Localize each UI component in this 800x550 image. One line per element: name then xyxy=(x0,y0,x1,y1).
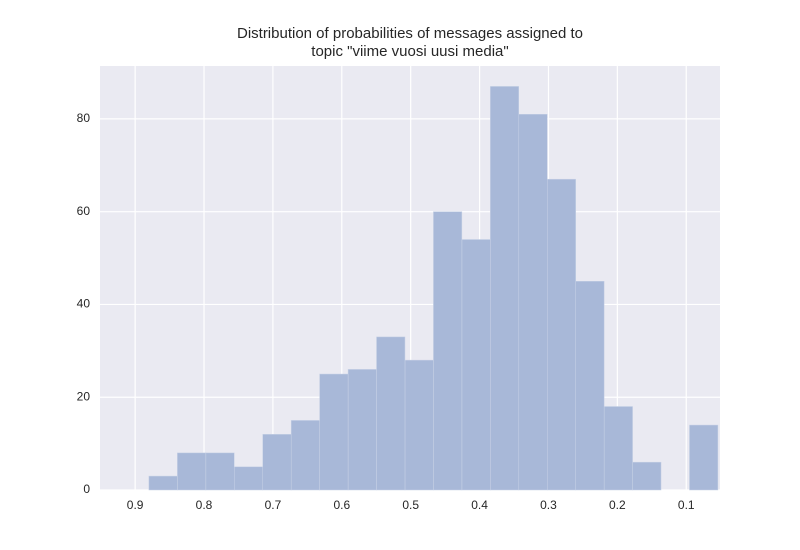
chart-title: Distribution of probabilities of message… xyxy=(237,25,583,42)
bar xyxy=(546,178,576,491)
bar xyxy=(205,452,235,491)
bar xyxy=(319,373,349,491)
bar xyxy=(490,86,520,491)
x-tick-label: 0.6 xyxy=(333,498,350,512)
x-tick-label: 0.1 xyxy=(678,498,695,512)
bar xyxy=(347,369,377,491)
y-tick-label: 40 xyxy=(77,297,91,311)
bar xyxy=(262,434,292,491)
bar xyxy=(290,420,320,491)
x-tick-label: 0.9 xyxy=(127,498,144,512)
bar xyxy=(461,239,491,491)
x-tick-label: 0.7 xyxy=(265,498,282,512)
x-tick-label: 0.4 xyxy=(471,498,488,512)
bar xyxy=(177,452,207,491)
x-tick-label: 0.8 xyxy=(196,498,213,512)
x-tick-label: 0.3 xyxy=(540,498,557,512)
bar xyxy=(433,211,463,491)
y-tick-label: 0 xyxy=(83,482,90,496)
y-tick-label: 20 xyxy=(77,389,91,403)
bar xyxy=(518,113,548,491)
x-tick-label: 0.5 xyxy=(402,498,419,512)
bar xyxy=(404,359,434,491)
bar xyxy=(575,280,605,491)
chart-title: topic "viime vuosi uusi media" xyxy=(311,43,508,60)
bar xyxy=(234,466,263,491)
x-tick-label: 0.2 xyxy=(609,498,626,512)
bar xyxy=(603,406,633,491)
bar xyxy=(689,424,719,491)
y-tick-label: 60 xyxy=(77,204,91,218)
bar xyxy=(148,475,178,491)
bar xyxy=(376,336,406,491)
bar xyxy=(632,461,662,491)
y-tick-label: 80 xyxy=(77,111,91,125)
